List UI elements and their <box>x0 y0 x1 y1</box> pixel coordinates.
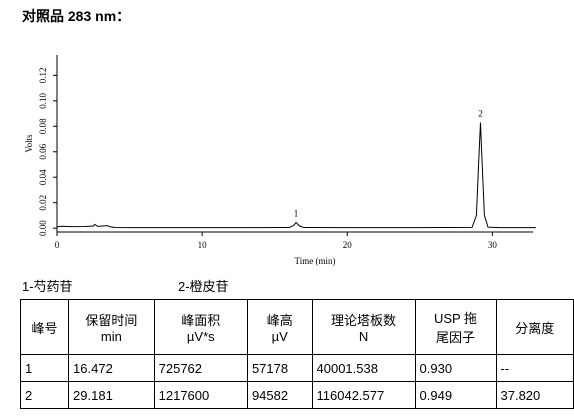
y-tick-label: 0.08 <box>38 118 48 134</box>
x-tick-label: 30 <box>488 240 498 250</box>
header-text: µV*s <box>186 329 215 344</box>
header-cell: 保留时间 min <box>68 299 155 355</box>
header-text: min <box>100 329 122 344</box>
y-axis-label: Volts <box>24 134 34 153</box>
table-cell: 29.181 <box>68 381 155 409</box>
y-tick-label: 0.06 <box>38 143 48 159</box>
table-cell: 116042.577 <box>311 381 416 409</box>
x-tick-label: 20 <box>343 240 353 250</box>
header-cell: USP 拖尾因子 <box>414 299 497 355</box>
header-text: 保留时间 <box>85 313 138 328</box>
header-text: 峰号 <box>31 320 58 336</box>
table-cell: 37.820 <box>495 381 574 409</box>
header-row: 峰号 保留时间 min 峰面积 µV*s 峰高 µV 理论塔板数 N USP 拖尾因子 分离度 <box>19 299 574 355</box>
y-tick-label: 0.04 <box>38 169 48 185</box>
header-text: N <box>358 329 369 344</box>
chart: 0 10 20 30 0.00 0.02 0.04 0.06 0.08 0.10 0.12 Time … <box>24 55 536 266</box>
table-cell: 2 <box>19 381 70 409</box>
peak-label: 1 <box>294 209 299 219</box>
trace <box>56 122 536 229</box>
y-tick-label: 0.10 <box>38 92 48 108</box>
y-tick-label: 0.12 <box>38 67 48 83</box>
header-text: 理论塔板数 <box>331 313 397 328</box>
table-cell: 40001.538 <box>311 354 416 382</box>
table-row: 2 29.181 1217600 94582 116042.577 0.949 37.820 <box>19 381 574 409</box>
table-cell: 0.949 <box>414 381 497 409</box>
x-tick-label: 0 <box>55 240 60 250</box>
x-tick-label: 10 <box>198 240 208 250</box>
header-text: 峰面积 <box>181 313 221 328</box>
header-text: µV <box>271 329 288 344</box>
result-table: 峰号 保留时间 min 峰面积 µV*s 峰高 µV 理论塔板数 N USP 拖尾因子 分离度 1 16… <box>19 299 574 409</box>
table-cell: 94582 <box>246 381 313 409</box>
header-cell: 峰号 <box>19 299 70 355</box>
y-tick-label: 0.02 <box>38 195 48 211</box>
x-axis-label: Time (min) <box>295 256 336 266</box>
table-cell: 0.930 <box>414 354 497 382</box>
y-tick-label: 0.00 <box>38 220 48 236</box>
table-cell: 1217600 <box>153 381 248 409</box>
header-cell: 理论塔板数 N <box>311 299 416 355</box>
table-cell: 1 <box>19 354 70 382</box>
header-text: 峰高 <box>266 313 293 328</box>
table-row: 1 16.472 725762 57178 40001.538 0.930 -- <box>19 354 574 382</box>
header-cell: 峰面积 µV*s <box>153 299 248 355</box>
heading: 对照品 283 nm： <box>22 8 131 24</box>
peak-label: 2 <box>478 109 483 119</box>
table-cell: 16.472 <box>68 354 155 382</box>
header-text: 尾因子 <box>436 330 476 345</box>
table-cell: -- <box>495 354 574 382</box>
legend-text: 1-芍药苷 <box>22 279 73 294</box>
header-cell: 分离度 <box>495 299 574 355</box>
table-cell: 57178 <box>246 354 313 382</box>
legend-text: 2-橙皮苷 <box>178 279 229 294</box>
header-text: 分离度 <box>515 320 555 336</box>
header-text: USP 拖 <box>433 311 478 326</box>
table-cell: 725762 <box>153 354 248 382</box>
header-cell: 峰高 µV <box>246 299 313 355</box>
